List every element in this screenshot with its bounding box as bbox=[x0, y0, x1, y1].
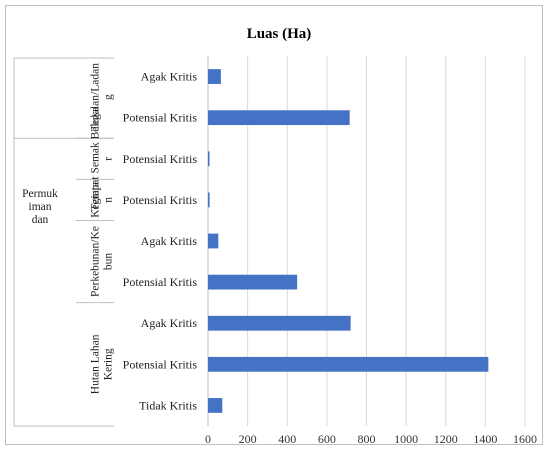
group-label: Tegalan/Ladan g bbox=[90, 63, 115, 131]
bar bbox=[208, 151, 210, 167]
category-label: Potensial Kritis bbox=[123, 152, 198, 166]
category-label: Potensial Kritis bbox=[123, 275, 198, 289]
group-label: Tempat Semak Beluka r bbox=[90, 107, 115, 211]
chart-title: Luas (Ha) bbox=[247, 26, 312, 42]
category-label: Agak Kritis bbox=[141, 316, 198, 330]
group-label-line: n bbox=[103, 197, 115, 203]
group-label: Hutan Lahan Kering bbox=[90, 334, 115, 394]
category-label: Agak Kritis bbox=[141, 234, 198, 248]
x-tick-label: 1600 bbox=[513, 432, 537, 446]
x-tick-label: 600 bbox=[318, 432, 336, 446]
bar bbox=[208, 233, 219, 249]
group-label-line: Kegiata bbox=[90, 182, 102, 218]
category-label: Potensial Kritis bbox=[123, 357, 198, 371]
x-tick-label: 400 bbox=[278, 432, 296, 446]
group-label: Perkebunan/Ke bun bbox=[90, 226, 115, 297]
x-tick-label: 1000 bbox=[394, 432, 418, 446]
group-separators bbox=[13, 57, 114, 427]
x-tick-label: 0 bbox=[205, 432, 211, 446]
group-label-line: Tegalan/Ladan bbox=[90, 63, 102, 131]
chart-frame: Luas (Ha) Tegalan/Ladan g Tempat Semak Bel… bbox=[5, 5, 543, 446]
outer-group-label-line: Permuk bbox=[22, 188, 58, 200]
x-tick-label: 800 bbox=[358, 432, 376, 446]
category-labels: Agak Kritis Potensial Kritis Potensial Kri… bbox=[123, 70, 198, 413]
group-label-line: Perkebunan/Ke bbox=[90, 226, 102, 297]
group-label-line: Kering bbox=[103, 348, 115, 380]
category-label: Agak Kritis bbox=[141, 70, 198, 84]
bar bbox=[208, 356, 489, 372]
group-label-line: Tempat Semak Beluka bbox=[90, 107, 102, 211]
group-label-line: g bbox=[103, 94, 115, 100]
x-axis-ticks: 0 200 400 600 800 1000 1200 1400 1600 bbox=[205, 432, 537, 446]
group-label-line: Hutan Lahan bbox=[90, 334, 102, 394]
group-label-line: r bbox=[103, 157, 115, 161]
bar bbox=[208, 69, 221, 84]
category-label: Potensial Kritis bbox=[123, 111, 198, 125]
category-label: Tidak Kritis bbox=[139, 398, 197, 412]
bar bbox=[208, 398, 223, 413]
group-label: Kegiata n bbox=[90, 182, 115, 218]
group-label-line: bun bbox=[103, 253, 115, 270]
outer-group-label-line: iman bbox=[29, 201, 52, 213]
category-label: Potensial Kritis bbox=[123, 193, 198, 207]
bars bbox=[208, 69, 489, 413]
x-tick-label: 1400 bbox=[473, 432, 497, 446]
bar bbox=[208, 110, 350, 126]
bar bbox=[208, 315, 351, 331]
outer-group-label-line: dan bbox=[32, 214, 49, 226]
x-tick-label: 1200 bbox=[434, 432, 458, 446]
bar bbox=[208, 192, 210, 208]
bar bbox=[208, 274, 298, 290]
x-tick-label: 200 bbox=[239, 432, 257, 446]
